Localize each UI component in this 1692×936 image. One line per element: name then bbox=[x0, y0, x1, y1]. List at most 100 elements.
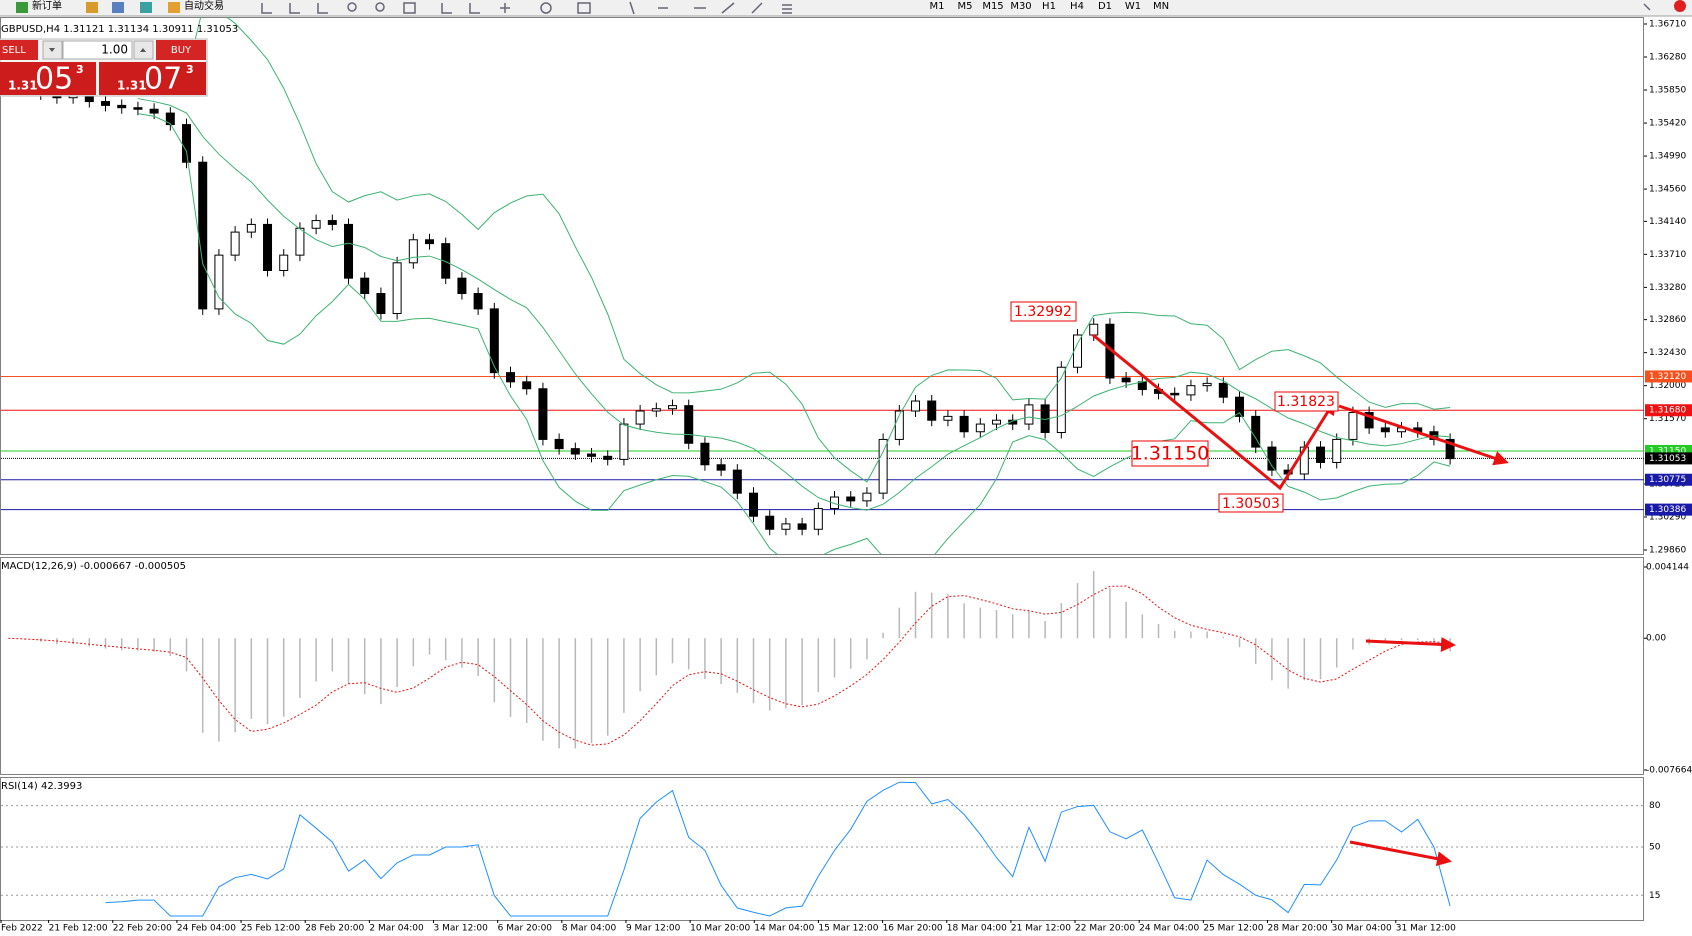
rsi-plot bbox=[1, 781, 1644, 917]
candle bbox=[133, 107, 143, 110]
candle bbox=[862, 492, 872, 502]
bollinger-band bbox=[137, 98, 1451, 511]
buy-button[interactable] bbox=[156, 40, 206, 60]
candle bbox=[603, 455, 613, 460]
candle bbox=[214, 254, 224, 310]
auto-trading-icon[interactable] bbox=[168, 2, 180, 13]
candle bbox=[1024, 404, 1034, 425]
price-level-label: 1.32120 bbox=[1649, 372, 1686, 382]
candle bbox=[117, 104, 127, 109]
macd-panel bbox=[0, 557, 1644, 775]
price-level-label: 1.31680 bbox=[1649, 406, 1686, 416]
timeframe-button[interactable]: H1 bbox=[1042, 1, 1056, 12]
x-tick-label: 6 Mar 20:00 bbox=[498, 924, 553, 934]
x-tick-label: 21 Mar 12:00 bbox=[1011, 924, 1071, 934]
icon[interactable] bbox=[112, 2, 124, 13]
alert-icon[interactable] bbox=[1674, 0, 1686, 12]
y-tick-label: 1.31570 bbox=[1649, 414, 1686, 424]
timeframe-button[interactable]: M1 bbox=[930, 1, 945, 12]
price-level-tag bbox=[1645, 404, 1692, 417]
candle bbox=[149, 108, 159, 114]
lot-value[interactable]: 1.00 bbox=[101, 43, 128, 57]
y-tick-label: 50 bbox=[1649, 843, 1661, 853]
sell-price-box[interactable] bbox=[0, 62, 96, 95]
candle bbox=[781, 523, 791, 530]
y-tick-label: 1.32000 bbox=[1649, 381, 1686, 391]
candle bbox=[1380, 427, 1390, 433]
candle bbox=[635, 410, 645, 425]
candle bbox=[425, 239, 435, 245]
rsi-label: RSI(14) 42.3993 bbox=[1, 781, 82, 792]
y-tick-label: 1.34560 bbox=[1649, 185, 1686, 195]
buy-price-big: 07 bbox=[144, 62, 182, 97]
y-tick-label: 1.34140 bbox=[1649, 217, 1686, 227]
trend-arrow bbox=[1092, 333, 1336, 491]
new-order-icon[interactable] bbox=[16, 2, 28, 13]
x-tick-label: 25 Feb 12:00 bbox=[241, 924, 300, 934]
one-click-panel: SELL 1.00 BUY 1.31 05 3 1.31 07 3 bbox=[0, 38, 208, 97]
macd-arrow bbox=[1365, 636, 1456, 652]
buy-price-box[interactable] bbox=[99, 62, 206, 95]
new-order-button[interactable]: 新订单 bbox=[32, 0, 62, 12]
lot-field[interactable] bbox=[62, 40, 133, 60]
candle bbox=[311, 220, 321, 229]
candle bbox=[1332, 438, 1342, 463]
candle bbox=[392, 262, 402, 314]
timeframe-button[interactable]: W1 bbox=[1125, 1, 1141, 12]
y-tick-label: 80 bbox=[1649, 801, 1661, 811]
candle bbox=[1008, 419, 1018, 425]
buy-label[interactable]: BUY bbox=[171, 45, 192, 56]
candle bbox=[457, 277, 467, 295]
candle bbox=[765, 515, 775, 530]
sell-price-big: 05 bbox=[35, 62, 73, 97]
price-level-tag bbox=[1645, 452, 1692, 465]
axes: 1.36710 1.36280 1.35850 1.35420 1.34990 1.345… bbox=[0, 20, 1692, 934]
y-tick-label: 1.36710 bbox=[1649, 20, 1686, 30]
candle bbox=[408, 239, 418, 264]
annotations: 1.32992 1.31823 1.31150 1.30503 bbox=[1010, 301, 1509, 867]
timeframe-button[interactable]: MN bbox=[1153, 1, 1169, 12]
candle bbox=[651, 408, 661, 412]
arrow bbox=[140, 48, 146, 52]
x-tick-label: 21 Feb 12:00 bbox=[49, 924, 108, 934]
rsi-arrow bbox=[1349, 840, 1452, 867]
price-level-label: 1.30775 bbox=[1649, 475, 1686, 485]
toolbar-icons[interactable] bbox=[261, 1, 1651, 15]
candle bbox=[538, 388, 548, 440]
candle bbox=[570, 448, 580, 455]
main-plot bbox=[1, 17, 1644, 554]
rsi-panel bbox=[0, 777, 1644, 921]
candle bbox=[344, 223, 354, 279]
timeframe-button[interactable]: D1 bbox=[1098, 1, 1112, 12]
candle bbox=[1073, 334, 1083, 368]
y-tick-label: 15 bbox=[1649, 891, 1660, 901]
annotation: 1.31823 bbox=[1277, 394, 1335, 410]
x-tick-label: 22 Mar 20:00 bbox=[1075, 924, 1135, 934]
rsi-line bbox=[105, 781, 1451, 917]
price-level-tag bbox=[1645, 473, 1692, 486]
auto-trading-button[interactable]: 自动交易 bbox=[184, 0, 224, 12]
sell-label[interactable]: SELL bbox=[2, 45, 26, 56]
sell-button[interactable] bbox=[0, 40, 38, 60]
y-tick-label: 1.35850 bbox=[1649, 86, 1686, 96]
candle bbox=[587, 453, 597, 457]
candle bbox=[1202, 382, 1212, 387]
annotation-box bbox=[1274, 391, 1339, 412]
candle bbox=[1186, 385, 1196, 396]
x-tick-label: 15 Mar 12:00 bbox=[818, 924, 878, 934]
icon[interactable] bbox=[86, 2, 98, 13]
annotation-box bbox=[1010, 301, 1077, 322]
candle bbox=[230, 231, 240, 256]
candle bbox=[473, 293, 483, 310]
x-tick-label: 3 Mar 12:00 bbox=[434, 924, 489, 934]
timeframe-button[interactable]: M5 bbox=[958, 1, 973, 12]
annotation: 1.31150 bbox=[1131, 443, 1210, 465]
main-panel bbox=[0, 17, 1644, 555]
x-tick-label: Feb 2022 bbox=[1, 924, 43, 934]
x-tick-label: 10 Mar 20:00 bbox=[690, 924, 750, 934]
icon[interactable] bbox=[140, 2, 152, 13]
timeframe-button[interactable]: H4 bbox=[1070, 1, 1084, 12]
timeframe-button[interactable]: M30 bbox=[1010, 1, 1031, 12]
timeframe-button[interactable]: M15 bbox=[982, 1, 1003, 12]
candle bbox=[1170, 392, 1180, 396]
